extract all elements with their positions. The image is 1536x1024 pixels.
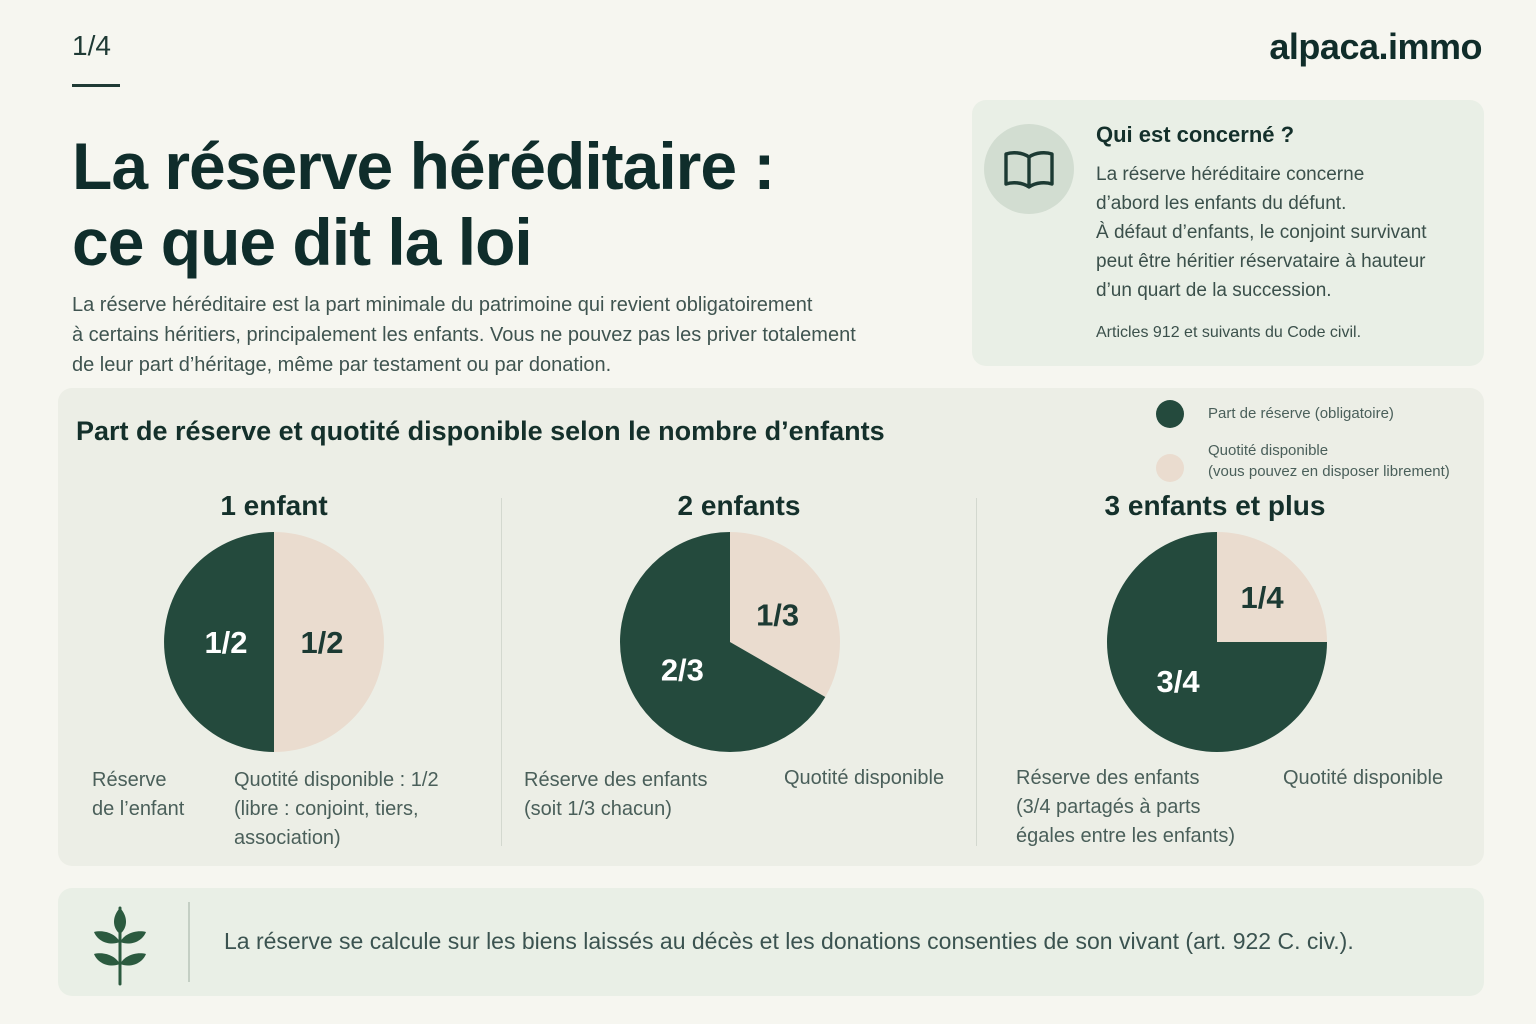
- caption-reserve-2-line-1: Réserve des enfants: [524, 769, 708, 791]
- pie-column-2: 2 enfants 1/3 2/3 Réserve des enfants (so…: [502, 488, 976, 858]
- legend-label-disponible: Quotité disponible (vous pouvez en dispo…: [1208, 440, 1450, 482]
- page-title-line-2: ce que dit la loi: [72, 205, 533, 279]
- slice-disponible-3: [1217, 532, 1327, 642]
- pie-title-1: 1 enfant: [220, 490, 328, 521]
- legend-label-reserve: Part de réserve (obligatoire): [1208, 405, 1394, 422]
- info-card-body: La réserve héréditaire concerne d’abord …: [1096, 160, 1476, 305]
- intro-line-2: à certains héritiers, principalement les…: [72, 324, 856, 346]
- page-title-line-1: La réserve héréditaire :: [72, 129, 775, 203]
- info-card-reference: Articles 912 et suivants du Code civil.: [1096, 324, 1362, 341]
- slice-disponible-2: [730, 532, 840, 697]
- page-indicator: 1/4: [72, 30, 111, 61]
- caption-disponible-2-line-1: Quotité disponible: [784, 767, 945, 789]
- page-indicator-rule: [72, 84, 120, 87]
- caption-reserve-1-line-2: de l’enfant: [92, 798, 185, 820]
- pie-title-2: 2 enfants: [677, 490, 801, 521]
- book-icon: [984, 124, 1074, 214]
- caption-disponible-1-line-1: Quotité disponible : 1/2: [234, 769, 439, 791]
- info-body-line-1: La réserve héréditaire concerne: [1096, 164, 1365, 185]
- slice-label-reserve-3: 3/4: [1157, 664, 1201, 699]
- slice-disponible-1: [274, 532, 384, 752]
- caption-reserve-2: Réserve des enfants (soit 1/3 chacun): [524, 766, 707, 824]
- intro-line-3: de leur part d’héritage, même par testam…: [72, 354, 612, 376]
- legend-swatch-disponible: [1156, 454, 1184, 482]
- slice-reserve-1: [164, 532, 274, 752]
- caption-reserve-3: Réserve des enfants (3/4 partagés à part…: [1016, 764, 1235, 851]
- info-card-title: Qui est concerné ?: [1096, 122, 1295, 147]
- slice-reserve-2: [620, 532, 826, 752]
- caption-reserve-3-line-1: Réserve des enfants: [1016, 767, 1200, 789]
- slice-reserve-3: [1107, 532, 1327, 752]
- legend-item-reserve: Part de réserve (obligatoire): [1156, 400, 1394, 428]
- slice-label-reserve-1: 1/2: [204, 625, 247, 660]
- slice-label-reserve-2: 2/3: [661, 653, 704, 688]
- slice-label-disponible-3: 1/4: [1241, 580, 1285, 615]
- pie-column-3: 3 enfants et plus 1/4 3/4 Réserve des enf…: [977, 488, 1484, 858]
- caption-reserve-1-line-1: Réserve: [92, 769, 167, 791]
- caption-reserve-2-line-2: (soit 1/3 chacun): [524, 798, 672, 820]
- info-card: Qui est concerné ? La réserve héréditair…: [972, 100, 1484, 366]
- caption-reserve-3-line-3: égales entre les enfants): [1016, 825, 1236, 847]
- caption-disponible-2: Quotité disponible: [784, 764, 944, 793]
- pie-chart-2: 1/3 2/3: [620, 532, 840, 752]
- caption-reserve-1: Réserve de l’enfant: [92, 766, 184, 824]
- pie-chart-1: 1/2 1/2: [164, 532, 384, 752]
- caption-disponible-1-line-2: (libre : conjoint, tiers,: [234, 798, 419, 820]
- intro-paragraph: La réserve héréditaire est la part minim…: [72, 290, 972, 380]
- caption-reserve-3-line-2: (3/4 partagés à parts: [1016, 796, 1201, 818]
- footer-divider: [188, 902, 190, 982]
- leaf-branch-icon: [94, 906, 146, 986]
- page-title: La réserve héréditaire : ce que dit la l…: [72, 128, 952, 280]
- caption-disponible-3: Quotité disponible: [1283, 764, 1443, 793]
- legend-label-disponible-main: Quotité disponible: [1208, 442, 1329, 459]
- caption-disponible-3-line-1: Quotité disponible: [1283, 767, 1444, 789]
- legend-swatch-reserve: [1156, 400, 1184, 428]
- legend-label-disponible-sub: (vous pouvez en disposer librement): [1208, 463, 1450, 480]
- chart-panel: Part de réserve et quotité disponible se…: [58, 388, 1484, 866]
- info-body-line-4: peut être héritier réservataire à hauteu…: [1096, 251, 1426, 272]
- brand-logo[interactable]: alpaca.immo: [1269, 26, 1482, 67]
- column-divider-1: [501, 498, 502, 846]
- column-divider-2: [976, 498, 977, 846]
- footer-note: La réserve se calcule sur les biens lais…: [58, 888, 1484, 996]
- caption-disponible-1-line-3: association): [234, 827, 341, 849]
- intro-line-1: La réserve héréditaire est la part minim…: [72, 294, 813, 316]
- chart-title: Part de réserve et quotité disponible se…: [76, 416, 885, 446]
- pie-title-3: 3 enfants et plus: [1104, 490, 1326, 521]
- info-body-line-2: d’abord les enfants du défunt.: [1096, 193, 1347, 214]
- legend-item-disponible: Quotité disponible (vous pouvez en dispo…: [1156, 440, 1450, 482]
- slice-label-disponible-2: 1/3: [756, 597, 799, 632]
- pie-chart-3: 1/4 3/4: [1107, 532, 1327, 752]
- pie-column-1: 1 enfant 1/2 1/2 Réserve de l’enfant Quot…: [58, 488, 502, 858]
- slice-label-disponible-1: 1/2: [300, 625, 343, 660]
- info-body-line-3: À défaut d’enfants, le conjoint survivan…: [1096, 222, 1427, 243]
- caption-disponible-1: Quotité disponible : 1/2 (libre : conjoi…: [234, 766, 439, 853]
- info-body-line-5: d’un quart de la succession.: [1096, 280, 1332, 301]
- footer-text: La réserve se calcule sur les biens lais…: [224, 928, 1354, 954]
